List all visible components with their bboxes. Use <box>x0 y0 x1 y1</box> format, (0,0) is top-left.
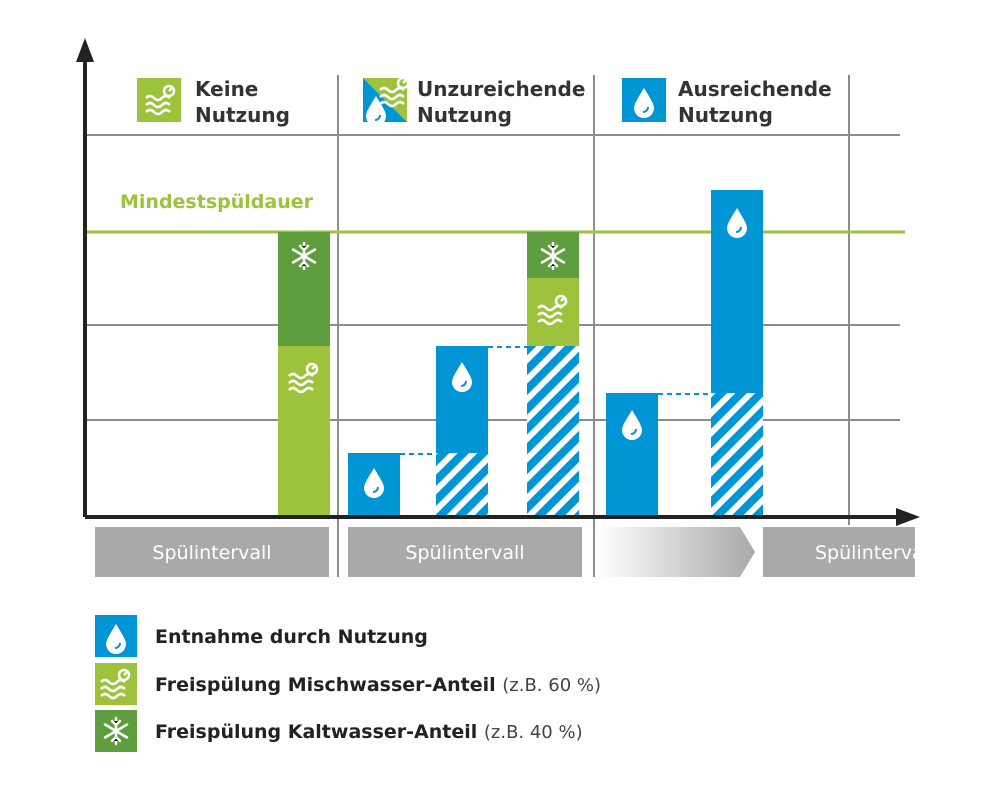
legend-note: (z.B. 60 %) <box>502 675 601 696</box>
column-title: Keine <box>195 77 258 101</box>
interval-label: Spülintervall <box>152 542 271 564</box>
legend-label-text: Freispülung Kaltwasser-Anteil <box>155 721 477 743</box>
column-title: Unzureichende <box>417 77 585 101</box>
grid <box>85 75 900 577</box>
axes <box>76 38 920 526</box>
legend-label: Freispülung Kaltwasser-Anteil (z.B. 40 %… <box>155 721 583 743</box>
column-title: Nutzung <box>678 103 773 127</box>
column-title: Nutzung <box>417 103 512 127</box>
legend <box>95 615 137 752</box>
legend-note: (z.B. 40 %) <box>484 722 583 743</box>
interval-label: Spülintervall <box>815 542 934 564</box>
column-title: Nutzung <box>195 103 290 127</box>
interval-label: Spülintervall <box>405 542 524 564</box>
threshold-label: Mindestspüldauer <box>120 191 314 213</box>
legend-label-text: Freispülung Mischwasser-Anteil <box>155 674 496 696</box>
interval-bands <box>95 527 915 577</box>
bars <box>278 190 763 517</box>
legend-label: Entnahme durch Nutzung <box>155 626 428 648</box>
header-icons <box>137 76 666 127</box>
legend-label: Freispülung Mischwasser-Anteil (z.B. 60 … <box>155 674 601 696</box>
column-title: Ausreichende <box>678 77 832 101</box>
